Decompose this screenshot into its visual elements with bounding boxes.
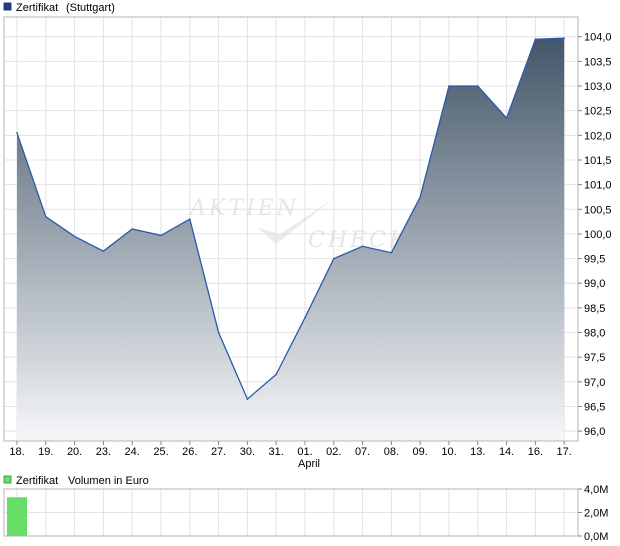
x-tick-label: 26. <box>182 446 197 458</box>
price-point-23 <box>102 250 105 252</box>
price-y-tick-label: 103,0 <box>584 81 612 93</box>
price-y-tick-label: 97,5 <box>584 352 605 364</box>
x-tick-label: 08. <box>384 446 399 458</box>
volume-y-tick-label: 0,0M <box>584 531 608 543</box>
price-legend-swatch <box>3 2 12 11</box>
x-tick-label: 13. <box>470 446 485 458</box>
price-y-tick-label: 102,5 <box>584 106 612 118</box>
price-legend-exchange: (Stuttgart) <box>66 2 115 14</box>
watermark: AKTIEN CHECK <box>188 196 405 253</box>
price-y-tick-label: 104,0 <box>584 32 612 44</box>
volume-bars <box>7 497 27 536</box>
price-point-08 <box>390 251 393 254</box>
price-point-31 <box>275 373 278 376</box>
price-point-20 <box>73 235 76 238</box>
volume-y-tick-label: 2,0M <box>584 508 608 520</box>
price-point-24 <box>131 228 133 230</box>
price-y-tick-label: 100,5 <box>584 204 612 216</box>
price-point-10 <box>448 85 450 87</box>
x-tick-label: 24. <box>125 446 140 458</box>
price-point-16 <box>534 38 537 40</box>
x-tick-label: 27. <box>211 446 226 458</box>
price-point-17 <box>563 37 565 39</box>
price-point-30 <box>246 398 249 400</box>
price-y-tick-label: 99,5 <box>584 254 605 266</box>
x-axis: 18. 19. 20. 23. 24. 25. 26. 27. 30. 31. 01.April 02… <box>9 441 572 470</box>
price-y-tick-label: 96,5 <box>584 401 605 413</box>
x-tick-label: 19. <box>38 446 53 458</box>
watermark-word-1: AKTIEN <box>188 196 299 221</box>
price-y-tick-label: 98,5 <box>584 303 605 315</box>
x-tick-label: 07. <box>355 446 370 458</box>
volume-y-tick-label: 4,0M <box>584 484 608 496</box>
price-point-18 <box>16 132 18 134</box>
x-tick-label: 23. <box>96 446 111 458</box>
x-tick-label: 25. <box>153 446 168 458</box>
price-area <box>17 38 565 441</box>
price-y-tick-label: 98,0 <box>584 328 605 340</box>
price-point-19 <box>45 215 47 218</box>
price-point-27 <box>217 331 220 334</box>
price-plot-frame <box>3 16 579 442</box>
x-tick-label: 30. <box>240 446 255 458</box>
volume-legend-label: Zertifikat <box>16 475 58 487</box>
x-tick-label: 10. <box>441 446 456 458</box>
x-tick-label: 31. <box>269 446 284 458</box>
price-y-tick-label: 100,0 <box>584 229 612 241</box>
price-y-tick-label: 103,5 <box>584 56 612 68</box>
price-y-tick-label: 96,0 <box>584 426 605 438</box>
price-point-01 <box>304 316 306 319</box>
volume-legend-unit: Volumen in Euro <box>68 475 149 487</box>
volume-bar-18 <box>7 497 27 536</box>
price-point-09 <box>419 196 422 198</box>
price-y-tick-label: 101,0 <box>584 180 612 192</box>
volume-legend-swatch <box>3 475 12 484</box>
price-legend-label: Zertifikat <box>16 2 58 14</box>
price-y-tick-label: 101,5 <box>584 155 612 167</box>
x-tick-label: 14. <box>499 446 514 458</box>
price-point-25 <box>160 234 162 237</box>
x-tick-label: 17. <box>557 446 572 458</box>
price-y-tick-label: 102,0 <box>584 130 612 142</box>
x-tick-label: 20. <box>67 446 82 458</box>
volume-y-axis: 4,0M 2,0M 0,0M <box>578 484 608 543</box>
x-tick-label: 02. <box>326 446 341 458</box>
price-y-tick-label: 99,0 <box>584 278 605 290</box>
volume-grid <box>4 488 578 537</box>
price-line <box>16 37 565 401</box>
x-tick-label: 16. <box>528 446 543 458</box>
price-point-26 <box>189 218 191 220</box>
x-tick-label: 01. <box>297 446 312 458</box>
x-month-label: April <box>298 458 320 470</box>
price-point-13 <box>477 85 479 87</box>
price-point-07 <box>361 245 364 248</box>
price-point-14 <box>505 117 508 119</box>
price-y-axis: 104,0 103,5 103,0 102,5 102,0 101,5 101,0 100,5… <box>578 32 612 438</box>
price-y-tick-label: 97,0 <box>584 377 605 389</box>
x-tick-label: 09. <box>413 446 428 458</box>
x-tick-label: 18. <box>9 446 24 458</box>
price-point-02 <box>333 257 335 260</box>
